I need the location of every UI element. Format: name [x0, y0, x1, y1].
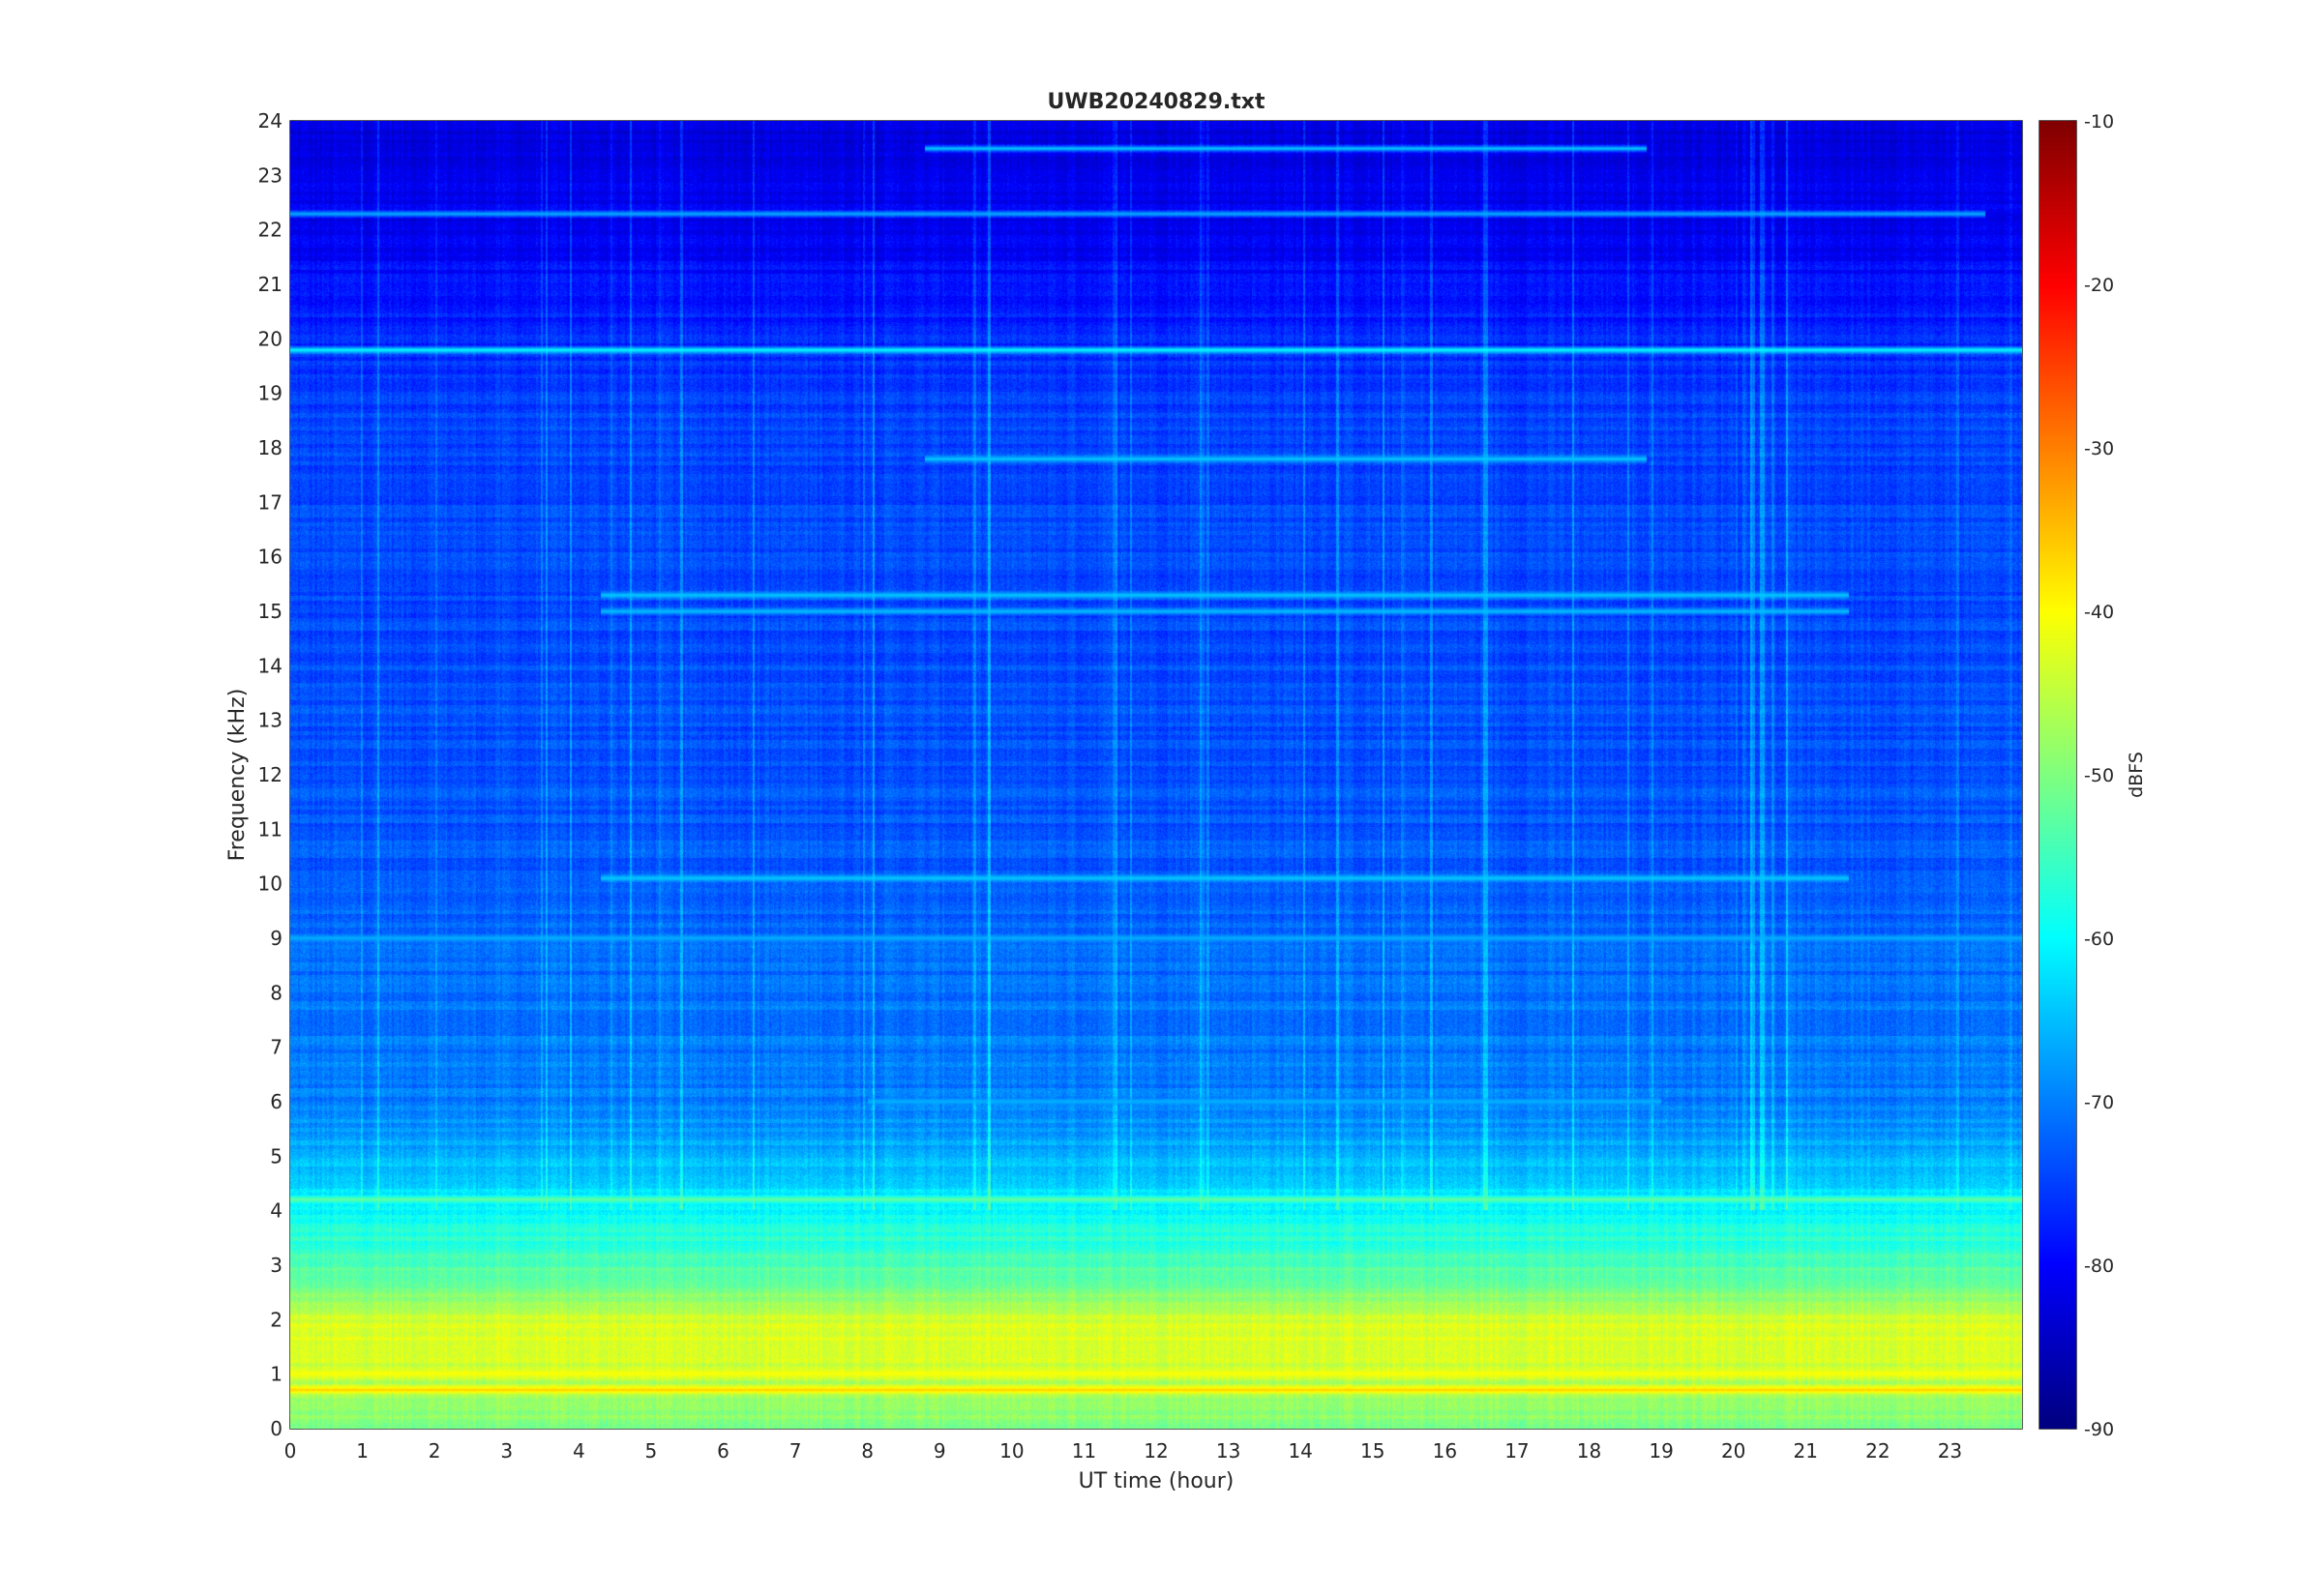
x-tick-label: 5 — [645, 1439, 658, 1463]
y-tick-label: 15 — [258, 600, 283, 623]
y-tick-label: 20 — [258, 327, 283, 350]
y-tick-label: 2 — [270, 1308, 283, 1331]
colorbar-ticks: -90 -80 -70 -60 -50 -40 -30 -20 -10 — [2069, 111, 2114, 1440]
y-tick-label: 16 — [258, 546, 283, 569]
y-tick-label: 9 — [270, 927, 283, 950]
x-tick-label: 8 — [861, 1439, 874, 1463]
y-tick-label: 0 — [270, 1417, 283, 1440]
x-tick-label: 22 — [1865, 1439, 1890, 1463]
y-tick-label: 1 — [270, 1363, 283, 1386]
y-tick-label: 17 — [258, 490, 283, 514]
colorbar-tick-label: -80 — [2084, 1256, 2114, 1277]
y-tick-label: 7 — [270, 1036, 283, 1059]
y-axis-label: Frequency (kHz) — [225, 689, 250, 862]
chart-title: UWB20240829.txt — [1048, 90, 1265, 114]
x-tick-label: 0 — [284, 1439, 297, 1463]
y-tick-label: 19 — [258, 382, 283, 405]
y-tick-label: 11 — [258, 817, 283, 841]
y-tick-label: 4 — [270, 1199, 283, 1223]
x-tick-label: 7 — [789, 1439, 802, 1463]
y-tick-label: 3 — [270, 1254, 283, 1277]
y-tick-label: 21 — [258, 273, 283, 296]
x-tick-label: 23 — [1938, 1439, 1962, 1463]
y-tick-label: 8 — [270, 981, 283, 1004]
y-tick-label: 22 — [258, 219, 283, 242]
x-tick-label: 2 — [429, 1439, 441, 1463]
y-tick-label: 24 — [258, 109, 283, 133]
x-tick-label: 9 — [934, 1439, 946, 1463]
colorbar-tick-label: -60 — [2084, 929, 2114, 950]
x-tick-label: 4 — [573, 1439, 585, 1463]
y-tick-label: 13 — [258, 709, 283, 732]
colorbar-tick-label: -90 — [2084, 1419, 2114, 1440]
x-tick-label: 19 — [1649, 1439, 1673, 1463]
x-tick-label: 1 — [356, 1439, 369, 1463]
colorbar-tick-label: -30 — [2084, 438, 2114, 459]
y-tick-label: 12 — [258, 763, 283, 786]
x-tick-label: 11 — [1072, 1439, 1096, 1463]
x-tick-label: 21 — [1794, 1439, 1818, 1463]
y-tick-label: 18 — [258, 436, 283, 459]
x-tick-label: 13 — [1216, 1439, 1240, 1463]
y-tick-label: 23 — [258, 163, 283, 187]
x-tick-label: 16 — [1433, 1439, 1457, 1463]
x-tick-label: 3 — [500, 1439, 513, 1463]
colorbar-tick-label: -70 — [2084, 1092, 2114, 1113]
x-tick-label: 6 — [717, 1439, 729, 1463]
y-tick-label: 14 — [258, 654, 283, 677]
x-tick-label: 18 — [1577, 1439, 1601, 1463]
colorbar-gradient — [2039, 121, 2076, 1429]
x-tick-label: 10 — [999, 1439, 1024, 1463]
x-tick-label: 14 — [1288, 1439, 1312, 1463]
colorbar-label: dBFS — [2126, 752, 2147, 798]
colorbar-tick-label: -50 — [2084, 765, 2114, 786]
y-tick-label: 5 — [270, 1144, 283, 1167]
colorbar-tick-label: -20 — [2084, 275, 2114, 296]
spectrogram-image — [290, 121, 2022, 1429]
y-tick-label: 6 — [270, 1090, 283, 1113]
x-axis-label: UT time (hour) — [1079, 1469, 1235, 1493]
x-tick-label: 20 — [1721, 1439, 1745, 1463]
colorbar-tick-label: -40 — [2084, 602, 2114, 623]
x-tick-label: 12 — [1144, 1439, 1168, 1463]
y-tick-label: 10 — [258, 872, 283, 896]
x-tick-label: 17 — [1504, 1439, 1529, 1463]
colorbar-tick-label: -10 — [2084, 111, 2114, 133]
x-tick-label: 15 — [1360, 1439, 1384, 1463]
